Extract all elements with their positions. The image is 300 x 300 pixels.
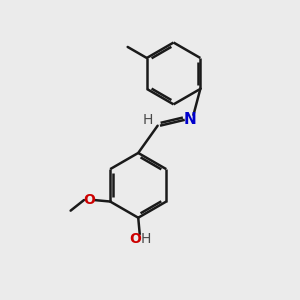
Text: O: O <box>129 232 141 246</box>
Text: H: H <box>143 113 153 128</box>
Text: O: O <box>83 193 95 207</box>
Text: H: H <box>141 232 152 246</box>
Text: N: N <box>184 112 196 127</box>
